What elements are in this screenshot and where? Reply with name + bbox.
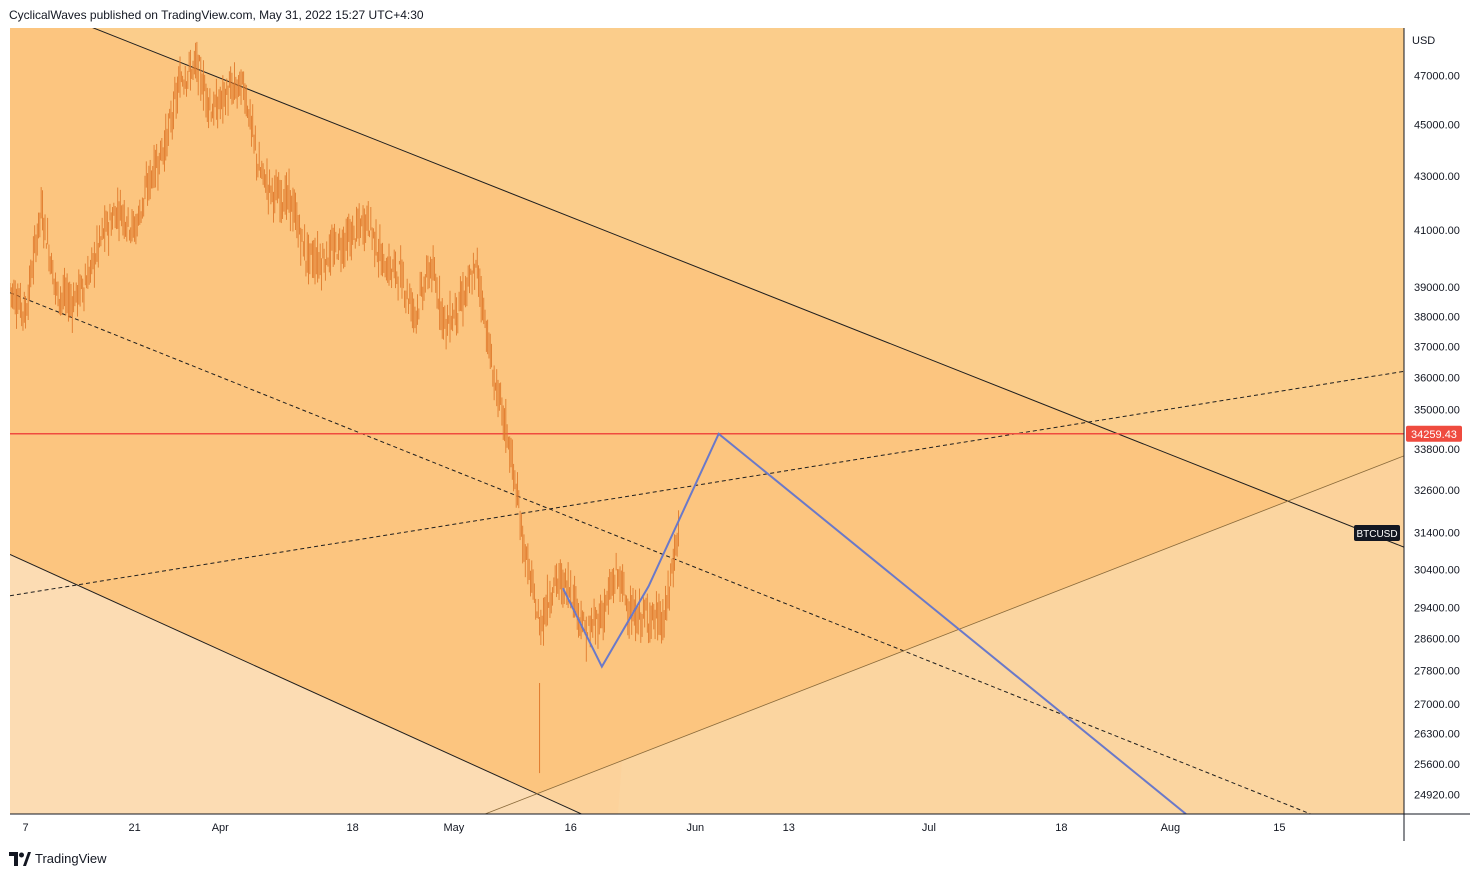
price-tick-label: 25600.00 xyxy=(1414,759,1460,771)
price-tick-label: 43000.00 xyxy=(1414,171,1460,183)
time-tick-label: Aug xyxy=(1161,822,1181,834)
footer-brand-label: TradingView xyxy=(35,851,107,866)
time-tick-label: 13 xyxy=(783,822,795,834)
price-tick-label: 32600.00 xyxy=(1414,485,1460,497)
price-tick-label: 31400.00 xyxy=(1414,528,1460,540)
footer-brand[interactable]: TradingView xyxy=(9,851,107,866)
price-tick-label: 38000.00 xyxy=(1414,311,1460,323)
price-tick-label: 47000.00 xyxy=(1414,70,1460,82)
tradingview-logo-icon xyxy=(9,851,31,866)
time-tick-label: May xyxy=(444,822,465,834)
time-tick-label: 16 xyxy=(565,822,577,834)
price-tick-label: 36000.00 xyxy=(1414,373,1460,385)
time-tick-label: 18 xyxy=(347,822,359,834)
price-line-value: 34259.43 xyxy=(1411,429,1457,441)
time-tick-label: Jun xyxy=(686,822,704,834)
price-tick-label: 37000.00 xyxy=(1414,342,1460,354)
price-tick-label: 27000.00 xyxy=(1414,699,1460,711)
trendline-5[interactable] xyxy=(484,455,1404,814)
price-tick-label: 29400.00 xyxy=(1414,602,1460,614)
trendline-3[interactable] xyxy=(10,292,1311,814)
price-line-label: 34259.43 xyxy=(1406,425,1462,442)
price-tick-label: 33800.00 xyxy=(1414,444,1460,456)
currency-label: USD xyxy=(1412,35,1435,47)
price-tick-label: 30400.00 xyxy=(1414,564,1460,576)
time-axis[interactable]: 7 21 Apr 18 May 16 Jun 13 Jul 18 Aug 15 xyxy=(23,822,1286,834)
wave-projection-path[interactable] xyxy=(562,432,1187,814)
time-tick-label: Jul xyxy=(922,822,936,834)
channel-fill xyxy=(10,28,1404,814)
time-tick-label: 7 xyxy=(23,822,29,834)
symbol-label-text: BTCUSD xyxy=(1356,529,1397,540)
price-tick-label: 26300.00 xyxy=(1414,729,1460,741)
trendline-1[interactable] xyxy=(65,16,1404,548)
publisher-attribution: CyclicalWaves published on TradingView.c… xyxy=(9,8,424,22)
price-tick-label: 24920.00 xyxy=(1414,790,1460,802)
trendline-2[interactable] xyxy=(10,554,633,838)
trendline-4[interactable] xyxy=(10,370,1404,597)
price-tick-label: 41000.00 xyxy=(1414,225,1460,237)
price-tick-label: 45000.00 xyxy=(1414,120,1460,132)
time-tick-label: 15 xyxy=(1273,822,1285,834)
candles xyxy=(10,41,679,774)
time-tick-label: 18 xyxy=(1055,822,1067,834)
price-tick-label: 35000.00 xyxy=(1414,405,1460,417)
price-tick-label: 39000.00 xyxy=(1414,282,1460,294)
time-tick-label: 21 xyxy=(128,822,140,834)
time-tick-label: Apr xyxy=(212,822,229,834)
price-tick-label: 28600.00 xyxy=(1414,634,1460,646)
price-axis[interactable]: 47000.00 45000.00 43000.00 41000.00 39000.00… xyxy=(1414,70,1460,801)
price-tick-label: 27800.00 xyxy=(1414,666,1460,678)
symbol-label: BTCUSD xyxy=(1354,525,1400,541)
lower-region-fill xyxy=(10,554,1404,814)
